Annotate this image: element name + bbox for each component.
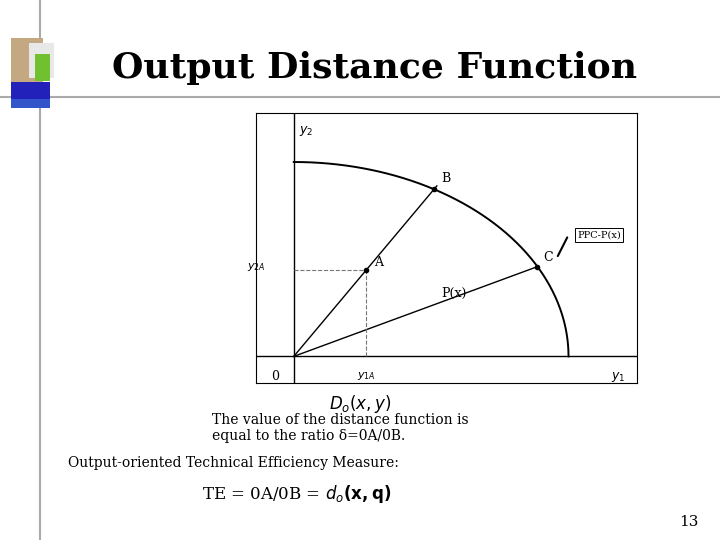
Text: Output Distance Function: Output Distance Function xyxy=(112,51,636,85)
Text: A: A xyxy=(374,255,383,268)
Text: $y_{1A}$: $y_{1A}$ xyxy=(357,370,376,382)
Text: $y_{2A}$: $y_{2A}$ xyxy=(246,261,265,273)
Text: 0: 0 xyxy=(271,370,279,383)
Text: equal to the ratio δ=0A/0B.: equal to the ratio δ=0A/0B. xyxy=(212,429,405,443)
Text: 13: 13 xyxy=(679,515,698,529)
Text: P(x): P(x) xyxy=(441,287,467,300)
Text: B: B xyxy=(441,172,451,185)
Text: Output-oriented Technical Efficiency Measure:: Output-oriented Technical Efficiency Mea… xyxy=(68,456,400,470)
Text: The value of the distance function is: The value of the distance function is xyxy=(212,413,469,427)
Text: C: C xyxy=(543,251,553,264)
Text: TE = 0A/0B = $d_o$$\mathbf{(x,q)}$: TE = 0A/0B = $d_o$$\mathbf{(x,q)}$ xyxy=(202,483,391,505)
Text: $D_o(x,\mathit{y})$: $D_o(x,\mathit{y})$ xyxy=(329,393,391,415)
Text: PPC-P(x): PPC-P(x) xyxy=(577,231,621,239)
Text: $y_1$: $y_1$ xyxy=(611,370,626,384)
Text: $y_2$: $y_2$ xyxy=(300,124,314,138)
